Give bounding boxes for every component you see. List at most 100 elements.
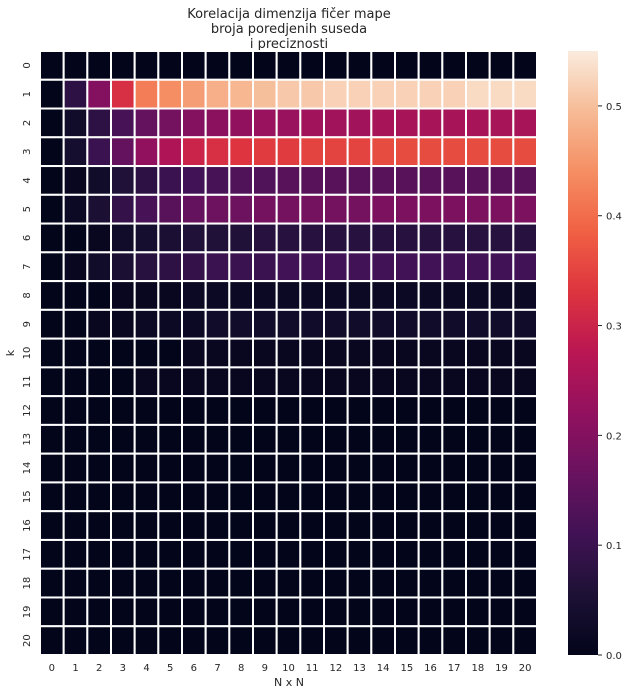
heatmap-cell xyxy=(252,280,278,311)
x-tick-label: 20 xyxy=(519,663,532,674)
heatmap-cell xyxy=(62,538,89,570)
heatmap-cell xyxy=(370,222,397,254)
heatmap-cell xyxy=(512,625,538,657)
heatmap-cell xyxy=(110,222,136,254)
heatmap-cell xyxy=(133,423,160,455)
heatmap-cell xyxy=(346,567,373,599)
heatmap-cell xyxy=(488,136,515,168)
heatmap-cell xyxy=(370,251,397,283)
heatmap-cell xyxy=(417,366,444,398)
heatmap-cell xyxy=(62,510,89,541)
heatmap-cell xyxy=(86,596,113,628)
heatmap-cell xyxy=(110,366,136,398)
heatmap-cell xyxy=(299,337,326,369)
heatmap-cell xyxy=(370,596,397,628)
heatmap-cell xyxy=(62,308,89,340)
x-tick-label: 0 xyxy=(49,663,55,674)
heatmap-cell xyxy=(275,452,302,484)
heatmap-cell xyxy=(275,423,302,455)
heatmap-cell xyxy=(465,567,491,599)
heatmap-cell xyxy=(39,251,65,283)
y-tick-label: 13 xyxy=(22,433,33,446)
x-tick-label: 7 xyxy=(214,663,220,674)
heatmap-cell xyxy=(157,596,183,628)
heatmap-cell xyxy=(370,308,397,340)
heatmap-cell xyxy=(275,538,302,570)
heatmap-cell xyxy=(512,366,538,398)
heatmap-cell xyxy=(323,50,349,81)
heatmap-cell xyxy=(133,280,160,311)
heatmap-cell xyxy=(157,538,183,570)
heatmap-cell xyxy=(204,510,231,541)
heatmap-cell xyxy=(417,538,444,570)
heatmap-cell xyxy=(39,280,65,311)
heatmap-cell xyxy=(39,308,65,340)
heatmap-cell xyxy=(346,596,373,628)
heatmap-cell xyxy=(323,395,349,426)
heatmap-cell xyxy=(465,308,491,340)
x-tick-label: 10 xyxy=(282,663,295,674)
heatmap-cell xyxy=(39,395,65,426)
heatmap-cell xyxy=(394,337,420,369)
heatmap-cell xyxy=(204,193,231,225)
heatmap-cells xyxy=(39,50,538,657)
heatmap-cell xyxy=(488,308,515,340)
heatmap-cell xyxy=(62,567,89,599)
heatmap-cell xyxy=(157,222,183,254)
y-tick-label: 11 xyxy=(22,375,33,388)
heatmap-cell xyxy=(181,452,207,484)
heatmap-cell xyxy=(394,395,420,426)
heatmap-cell xyxy=(370,625,397,657)
heatmap-cell xyxy=(488,452,515,484)
heatmap-cell xyxy=(133,193,160,225)
heatmap-cell xyxy=(441,50,468,81)
heatmap-cell xyxy=(181,50,207,81)
heatmap-cell xyxy=(133,251,160,283)
x-tick-label: 17 xyxy=(448,663,461,674)
heatmap-cell xyxy=(441,222,468,254)
heatmap-cell xyxy=(204,538,231,570)
heatmap-cell xyxy=(394,280,420,311)
heatmap-cell xyxy=(417,165,444,196)
heatmap-cell xyxy=(417,481,444,513)
colorbar-tick-label: 0.1 xyxy=(606,541,622,552)
heatmap-cell xyxy=(417,510,444,541)
heatmap-cell xyxy=(299,481,326,513)
heatmap-cell xyxy=(157,251,183,283)
heatmap-cell xyxy=(181,625,207,657)
heatmap-cell xyxy=(512,280,538,311)
heatmap-cell xyxy=(394,251,420,283)
heatmap-cell xyxy=(86,337,113,369)
heatmap-cell xyxy=(228,452,254,484)
heatmap-cell xyxy=(346,395,373,426)
heatmap-cell xyxy=(252,165,278,196)
heatmap-cell xyxy=(512,308,538,340)
heatmap-cell xyxy=(157,510,183,541)
heatmap-cell xyxy=(465,596,491,628)
heatmap-cell xyxy=(252,78,278,110)
heatmap-cell xyxy=(39,78,65,110)
heatmap-cell xyxy=(488,193,515,225)
colorbar xyxy=(568,51,598,655)
heatmap-cell xyxy=(133,107,160,139)
heatmap-cell xyxy=(181,510,207,541)
heatmap-cell xyxy=(86,222,113,254)
heatmap-cell xyxy=(133,136,160,168)
heatmap-cell xyxy=(204,366,231,398)
heatmap-cell xyxy=(110,452,136,484)
heatmap-cell xyxy=(299,538,326,570)
heatmap-cell xyxy=(488,625,515,657)
heatmap-cell xyxy=(323,337,349,369)
heatmap-cell xyxy=(346,423,373,455)
heatmap-cell xyxy=(133,596,160,628)
heatmap-cell xyxy=(299,193,326,225)
heatmap-cell xyxy=(488,567,515,599)
heatmap-cell xyxy=(417,78,444,110)
colorbar-tick-label: 0.0 xyxy=(606,651,622,662)
heatmap-cell xyxy=(252,510,278,541)
heatmap-cell xyxy=(110,395,136,426)
heatmap-cell xyxy=(62,337,89,369)
heatmap-cell xyxy=(488,510,515,541)
heatmap-cell xyxy=(252,395,278,426)
heatmap-cell xyxy=(252,538,278,570)
